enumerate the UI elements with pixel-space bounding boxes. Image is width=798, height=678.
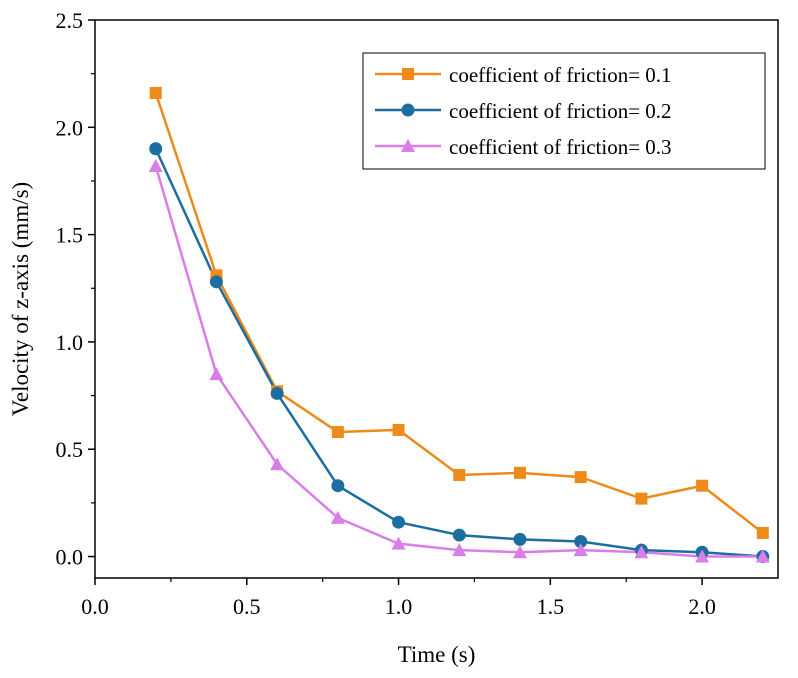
data-point-triangle xyxy=(512,545,527,559)
data-point-square xyxy=(331,426,344,439)
data-point-square xyxy=(696,479,709,492)
y-tick-label: 1.0 xyxy=(56,330,84,355)
data-point-square xyxy=(574,471,587,484)
data-point-square xyxy=(392,423,405,436)
y-tick-label: 2.0 xyxy=(56,115,84,140)
data-point-triangle xyxy=(695,549,710,563)
y-tick-label: 0.0 xyxy=(56,545,84,570)
data-point-circle xyxy=(331,479,345,493)
legend-marker-circle xyxy=(401,103,415,117)
data-point-square xyxy=(513,466,526,479)
legend-marker-square xyxy=(402,68,414,80)
series-line-2 xyxy=(154,165,763,558)
data-point-circle xyxy=(452,528,466,542)
data-point-circle xyxy=(270,386,284,400)
data-point-square xyxy=(756,526,769,539)
data-point-circle xyxy=(209,275,223,289)
data-point-circle xyxy=(392,515,406,529)
x-tick-label: 1.5 xyxy=(537,594,565,619)
data-point-circle xyxy=(513,532,527,546)
x-axis-title: Time (s) xyxy=(398,642,476,667)
series-line-1 xyxy=(154,148,763,558)
data-point-triangle xyxy=(755,549,770,563)
data-point-triangle xyxy=(148,158,163,172)
axis-ticks: 0.0 0.5 1.0 1.5 2.0 0.0 0.5 1.0 1.5 2.0 2.5 xyxy=(56,8,716,619)
x-tick-label: 0.5 xyxy=(233,594,261,619)
y-axis-title: Velocity of z-axis (mm/s) xyxy=(8,182,33,416)
legend-marker-triangle xyxy=(401,139,415,152)
data-point-square xyxy=(453,468,466,481)
data-point-triangle xyxy=(452,543,467,557)
legend-label-1: coefficient of friction= 0.2 xyxy=(449,99,672,123)
data-point-triangle xyxy=(330,510,345,524)
data-point-circle xyxy=(574,535,588,549)
legend-label-0: coefficient of friction= 0.1 xyxy=(449,63,672,87)
y-tick-label: 0.5 xyxy=(56,437,84,462)
x-tick-label: 1.0 xyxy=(385,594,413,619)
data-point-triangle xyxy=(209,367,224,381)
legend-label-2: coefficient of friction= 0.3 xyxy=(449,135,672,159)
data-point-circle xyxy=(149,142,163,156)
plot-frame xyxy=(94,19,779,579)
data-point-square xyxy=(635,492,648,505)
data-point-triangle xyxy=(573,543,588,557)
legend: coefficient of friction= 0.1 coefficient… xyxy=(362,52,766,170)
y-tick-label: 1.5 xyxy=(56,223,84,248)
series-layer xyxy=(148,86,770,564)
y-tick-label: 2.5 xyxy=(56,8,84,33)
data-point-triangle xyxy=(270,457,285,471)
data-point-triangle xyxy=(634,545,649,559)
data-point-square xyxy=(149,86,162,99)
x-tick-label: 2.0 xyxy=(688,594,716,619)
data-point-triangle xyxy=(391,536,406,550)
x-tick-label: 0.0 xyxy=(81,594,109,619)
